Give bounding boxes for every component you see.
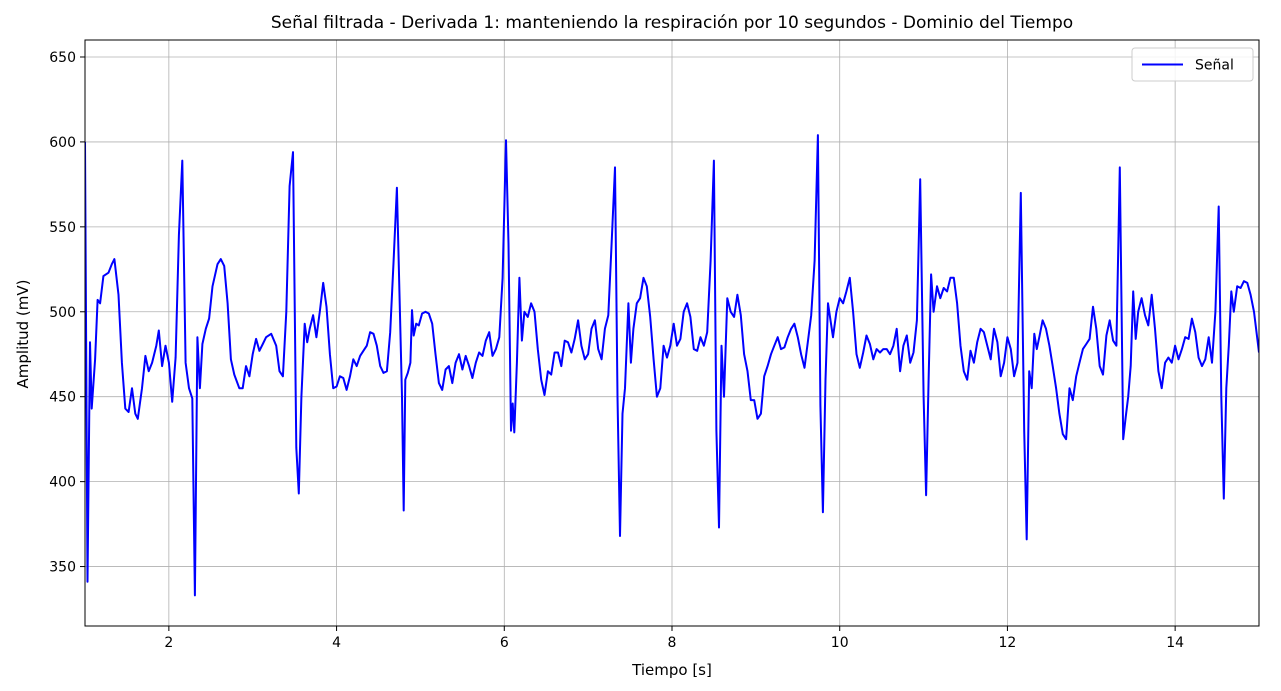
plot-area [85, 134, 1259, 597]
x-tick-label: 10 [831, 635, 849, 651]
chart-title: Señal filtrada - Derivada 1: manteniendo… [271, 13, 1073, 33]
legend: Señal [1131, 47, 1254, 82]
x-tick-label: 2 [164, 635, 173, 651]
x-axis: 2 4 6 8 10 12 14 [164, 626, 1184, 651]
y-axis-label: Amplitud (mV) [14, 280, 32, 389]
grid [85, 40, 1259, 626]
x-tick-label: 14 [1166, 635, 1184, 651]
y-tick-label: 550 [49, 220, 76, 236]
y-tick-label: 650 [49, 50, 76, 66]
y-axis: 350 400 450 500 550 600 650 [49, 50, 85, 576]
x-tick-label: 6 [500, 635, 509, 651]
y-tick-label: 600 [49, 135, 76, 151]
x-tick-label: 12 [999, 635, 1017, 651]
x-tick-label: 4 [332, 635, 341, 651]
series-line-0 [85, 134, 1259, 597]
x-axis-label: Tiempo [s] [631, 661, 712, 679]
legend-box [1131, 47, 1254, 82]
y-tick-label: 450 [49, 390, 76, 406]
y-tick-label: 400 [49, 475, 76, 491]
legend-entry-label: Señal [1195, 58, 1234, 74]
y-tick-label: 500 [49, 305, 76, 321]
y-tick-label: 350 [49, 560, 76, 576]
x-tick-label: 8 [668, 635, 677, 651]
